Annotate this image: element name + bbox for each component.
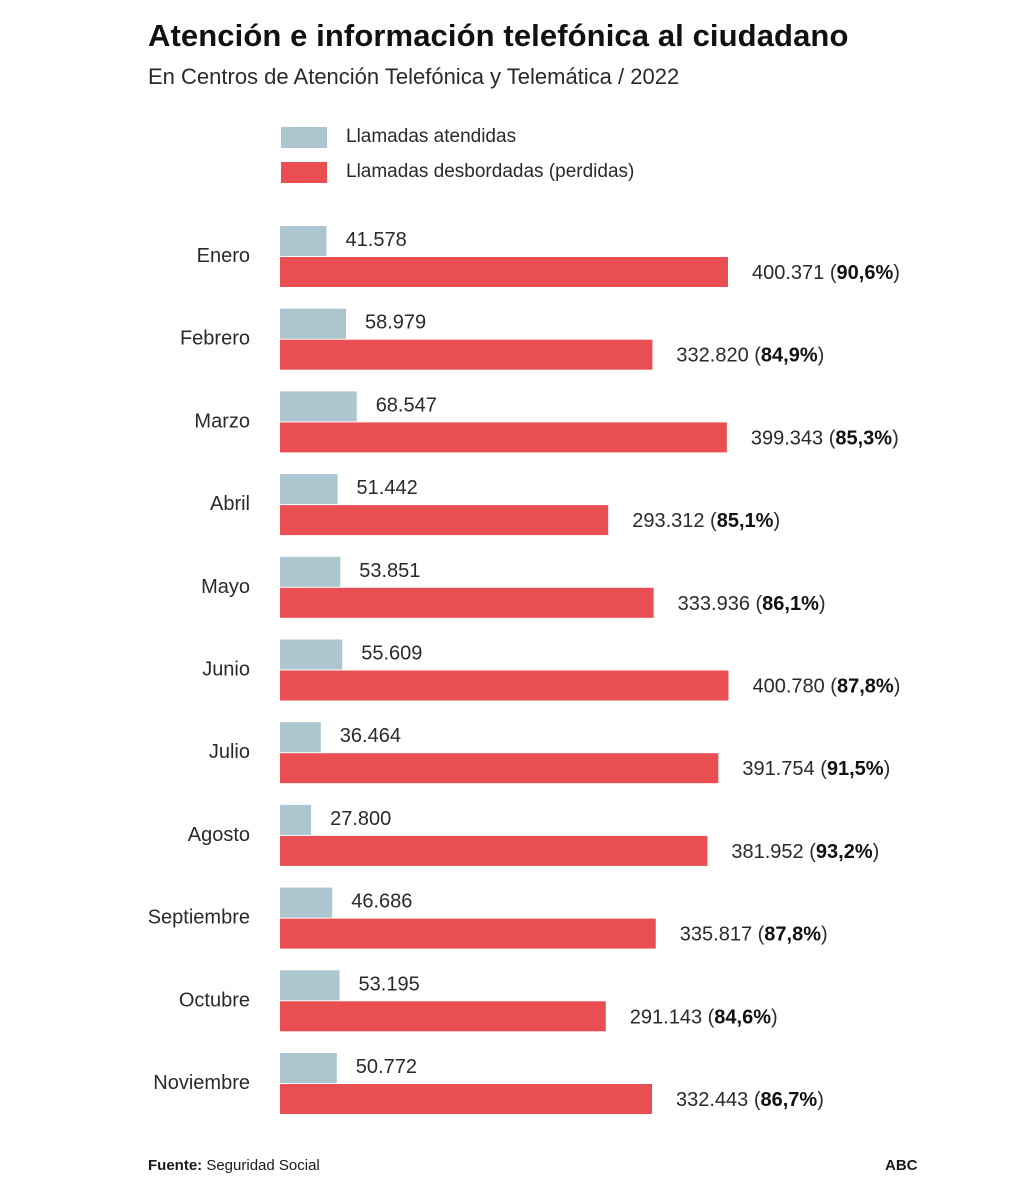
- percent-label-overflow-8: 93,2%: [816, 841, 873, 863]
- bar-attended-3: [280, 391, 357, 422]
- value-label-overflow-7: 391.754 (91,5%): [742, 758, 890, 780]
- value-label-attended-11: 50.772: [356, 1056, 417, 1078]
- bar-attended-2: [280, 308, 346, 339]
- bar-attended-5: [280, 556, 341, 587]
- bar-attended-10: [280, 970, 340, 1001]
- bar-attended-11: [280, 1053, 337, 1083]
- category-label-11: Noviembre: [153, 1072, 250, 1094]
- value-label-overflow-3: 399.343 (85,3%): [751, 427, 899, 449]
- legend-swatch-attended: [281, 126, 327, 148]
- bar-overflow-9: [280, 918, 656, 949]
- category-label-1: Enero: [197, 245, 250, 267]
- value-label-overflow-2: 332.820 (84,9%): [676, 345, 824, 367]
- bar-overflow-4: [280, 505, 609, 536]
- percent-label-overflow-5: 86,1%: [762, 593, 819, 615]
- bar-attended-7: [280, 722, 321, 753]
- value-label-overflow-8: 381.952 (93,2%): [731, 841, 879, 863]
- bar-overflow-5: [280, 587, 654, 618]
- value-label-overflow-6: 400.780 (87,8%): [752, 676, 900, 698]
- footer-source: Fuente: Seguridad Social: [148, 1157, 320, 1174]
- percent-label-overflow-11: 86,7%: [761, 1089, 818, 1111]
- legend-label-attended: Llamadas atendidas: [346, 126, 517, 147]
- percent-label-overflow-3: 85,3%: [835, 427, 892, 449]
- value-label-attended-7: 36.464: [340, 725, 401, 747]
- value-label-attended-3: 68.547: [376, 394, 437, 416]
- value-label-overflow-11: 332.443 (86,7%): [676, 1089, 824, 1111]
- footer-source-text: Seguridad Social: [202, 1157, 320, 1174]
- percent-label-overflow-2: 84,9%: [761, 345, 818, 367]
- percent-label-overflow-9: 87,8%: [764, 924, 821, 946]
- bar-attended-9: [280, 887, 333, 918]
- bar-overflow-2: [280, 339, 653, 370]
- category-label-5: Mayo: [201, 576, 250, 598]
- bar-overflow-3: [280, 422, 727, 453]
- category-label-6: Junio: [202, 659, 250, 681]
- legend-swatch-overflow: [281, 161, 327, 183]
- value-label-overflow-4: 293.312 (85,1%): [632, 510, 780, 532]
- value-label-attended-6: 55.609: [361, 643, 422, 665]
- value-label-overflow-10: 291.143 (84,6%): [630, 1006, 778, 1028]
- footer-brand: ABC: [885, 1157, 918, 1174]
- category-label-10: Octubre: [179, 989, 250, 1011]
- value-label-attended-2: 58.979: [365, 312, 426, 334]
- category-label-8: Agosto: [188, 824, 250, 846]
- category-label-2: Febrero: [180, 328, 250, 350]
- value-label-attended-9: 46.686: [351, 891, 412, 913]
- legend-item-attended: Llamadas atendidas: [281, 125, 516, 149]
- percent-label-overflow-4: 85,1%: [717, 510, 774, 532]
- legend-label-overflow: Llamadas desbordadas (perdidas): [346, 161, 635, 182]
- bar-overflow-10: [280, 1001, 606, 1032]
- value-label-attended-4: 51.442: [357, 477, 418, 499]
- chart-subtitle: En Centros de Atención Telefónica y Tele…: [148, 64, 680, 89]
- chart-title: Atención e información telefónica al ciu…: [148, 18, 849, 53]
- bar-overflow-11: [280, 1084, 652, 1114]
- percent-label-overflow-7: 91,5%: [827, 758, 884, 780]
- bar-attended-4: [280, 474, 338, 505]
- value-label-attended-10: 53.195: [359, 973, 420, 995]
- bar-overflow-7: [280, 753, 719, 784]
- bar-overflow-8: [280, 835, 708, 866]
- percent-label-overflow-10: 84,6%: [714, 1006, 771, 1028]
- value-label-attended-5: 53.851: [359, 560, 420, 582]
- bar-overflow-6: [280, 670, 729, 701]
- value-label-attended-8: 27.800: [330, 808, 391, 830]
- value-label-attended-1: 41.578: [346, 229, 407, 251]
- category-label-4: Abril: [210, 493, 250, 515]
- bar-attended-1: [280, 226, 327, 256]
- value-label-overflow-1: 400.371 (90,6%): [752, 262, 900, 284]
- percent-label-overflow-6: 87,8%: [837, 676, 894, 698]
- percent-label-overflow-1: 90,6%: [837, 262, 894, 284]
- category-label-3: Marzo: [194, 410, 250, 432]
- legend-item-overflow: Llamadas desbordadas (perdidas): [281, 160, 634, 184]
- category-label-7: Julio: [209, 741, 250, 763]
- value-label-overflow-5: 333.936 (86,1%): [678, 593, 826, 615]
- bar-attended-8: [280, 804, 312, 835]
- bar-attended-6: [280, 639, 343, 670]
- category-label-9: Septiembre: [148, 907, 250, 929]
- footer-source-prefix: Fuente:: [148, 1157, 203, 1174]
- value-label-overflow-9: 335.817 (87,8%): [680, 924, 828, 946]
- bar-overflow-1: [280, 257, 728, 287]
